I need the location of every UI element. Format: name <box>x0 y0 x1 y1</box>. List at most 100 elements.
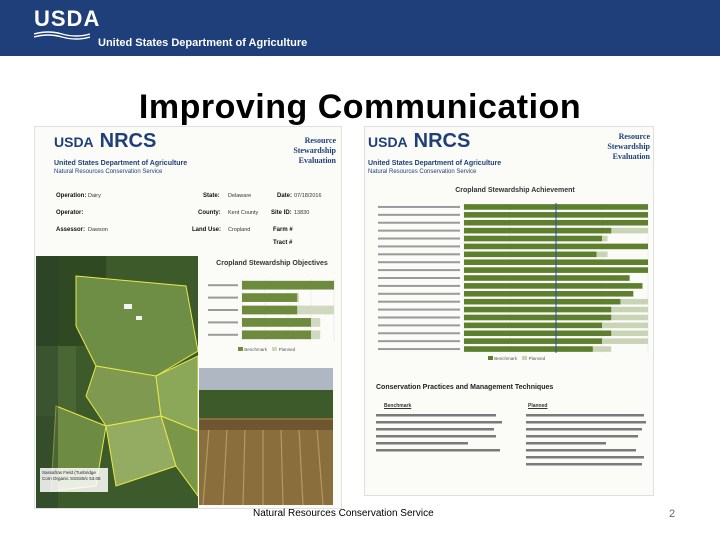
bar-benchmark <box>242 330 311 340</box>
form-value-county: Kent County <box>228 210 259 216</box>
right-agency-line1: United States Department of Agriculture <box>368 160 502 167</box>
category-label-line <box>378 245 460 248</box>
category-label-line <box>208 296 238 299</box>
objectives-chart-title: Cropland Stewardship Objectives <box>216 260 328 267</box>
bar-benchmark <box>464 330 612 337</box>
legend-swatch-planned <box>272 347 278 351</box>
map-field-label: Sassafras Field (Tunbridge Corn Organic … <box>42 470 101 482</box>
category-label-line <box>378 213 460 216</box>
objectives-chart <box>208 279 335 341</box>
practices-text-lines <box>376 414 646 466</box>
category-label-line <box>378 253 460 256</box>
usda-logo-text: USDA <box>34 6 101 31</box>
form-label-operation: Operation: <box>56 193 87 199</box>
bar-benchmark <box>464 275 630 281</box>
right-agency-logo: USDA NRCS <box>368 130 470 153</box>
category-label-line <box>378 332 460 335</box>
category-label-line <box>378 340 460 343</box>
form-label-farm: Farm # <box>273 227 293 233</box>
practices-title: Conservation Practices and Management Te… <box>376 384 554 391</box>
form-value-land-use: Cropland <box>228 227 251 233</box>
category-label-line <box>378 300 460 303</box>
achievement-chart <box>378 203 649 353</box>
form-value-date: 07/18/2016 <box>294 193 322 199</box>
bar-benchmark <box>464 235 602 242</box>
map-field-label-line: Sassafras Field (Tunbridge <box>42 470 96 475</box>
bar-benchmark <box>464 298 621 305</box>
legend-label-planned: Planned <box>278 347 296 352</box>
cornfield-photo <box>199 368 333 505</box>
category-label-line <box>378 324 460 327</box>
practices-col-planned: Planned <box>528 403 548 409</box>
bar-benchmark <box>464 306 612 313</box>
bar-benchmark <box>464 283 643 289</box>
category-label-line <box>378 205 460 208</box>
category-label-line <box>378 229 460 232</box>
legend-label-planned: Planned <box>528 356 546 361</box>
footer-agency-name: Natural Resources Conservation Service <box>253 508 434 519</box>
form-label-operator: Operator: <box>56 210 84 216</box>
category-label-line <box>208 284 238 287</box>
slide-title: Improving Communication <box>138 88 582 126</box>
category-label-line <box>378 284 460 287</box>
rse-line: Resource <box>304 136 336 145</box>
aerial-field-map: Sassafras Field (Tunbridge Corn Organic … <box>36 256 198 508</box>
bar-benchmark <box>242 280 334 290</box>
category-label-line <box>208 333 238 336</box>
form-value-assessor: Dawson <box>88 227 108 233</box>
category-label-line <box>208 321 238 324</box>
right-usda-mark: USDA <box>368 133 408 150</box>
achievement-chart-title: Cropland Stewardship Achievement <box>455 187 575 194</box>
page-number: 2 <box>669 508 676 520</box>
department-name: United States Department of Agriculture <box>98 37 308 49</box>
achievement-legend: Benchmark Planned <box>488 356 545 361</box>
category-label-line <box>378 261 460 264</box>
legend-label-benchmark: Benchmark <box>244 347 268 352</box>
legend-swatch-benchmark <box>238 347 243 351</box>
left-usda-mark: USDA <box>54 133 94 150</box>
form-value-state: Delaware <box>228 193 252 199</box>
category-label-line <box>378 292 460 295</box>
map-field-label-line: Corn Organic SSSS9/c 53.08 <box>42 476 101 481</box>
category-label-line <box>378 237 460 240</box>
rse-line: Resource <box>618 132 650 141</box>
bar-benchmark <box>464 338 602 344</box>
legend-label-benchmark: Benchmark <box>494 356 518 361</box>
form-label-date: Date: <box>277 193 293 199</box>
left-agency-line1: United States Department of Agriculture <box>54 160 188 167</box>
usda-logo: USDA <box>34 6 101 40</box>
form-label-county: County: <box>198 210 221 216</box>
objectives-legend: Benchmark Planned <box>238 347 295 352</box>
legend-swatch-planned <box>522 356 528 360</box>
form-value-operation: Dairy <box>88 193 101 199</box>
header-band: USDA United States Department of Agricul… <box>0 0 720 56</box>
form-label-land-use: Land Use: <box>192 227 222 233</box>
category-label-line <box>378 277 460 279</box>
form-label-assessor: Assessor: <box>56 227 86 233</box>
form-label-site-id: Site ID: <box>271 210 292 216</box>
left-agency-logo: USDA NRCS <box>54 130 156 153</box>
bar-benchmark <box>242 305 298 315</box>
left-rse-title: Resource Stewardship Evaluation <box>270 136 336 166</box>
legend-swatch-benchmark <box>488 356 493 360</box>
aerial-map-image <box>36 256 198 508</box>
rse-line: Stewardship <box>607 142 650 151</box>
form-label-tract: Tract # <box>273 240 293 246</box>
bar-benchmark <box>464 251 597 258</box>
right-rse-title: Resource Stewardship Evaluation <box>586 132 650 162</box>
bar-benchmark <box>464 314 612 321</box>
rse-line: Stewardship <box>293 146 336 155</box>
rse-line: Evaluation <box>612 152 650 161</box>
bar-benchmark <box>242 318 311 327</box>
category-label-line <box>378 269 460 272</box>
cornfield-photo-image <box>199 368 333 505</box>
right-nrcs-mark: NRCS <box>413 130 471 152</box>
practices-col-benchmark: Benchmark <box>384 403 412 409</box>
category-label-line <box>378 316 460 319</box>
bar-benchmark <box>464 322 602 329</box>
bar-benchmark <box>464 291 634 297</box>
left-nrcs-mark: NRCS <box>99 130 157 152</box>
left-agency-line2: Natural Resources Conservation Service <box>54 169 163 175</box>
rse-line: Evaluation <box>298 156 336 165</box>
category-label-line <box>208 309 238 311</box>
